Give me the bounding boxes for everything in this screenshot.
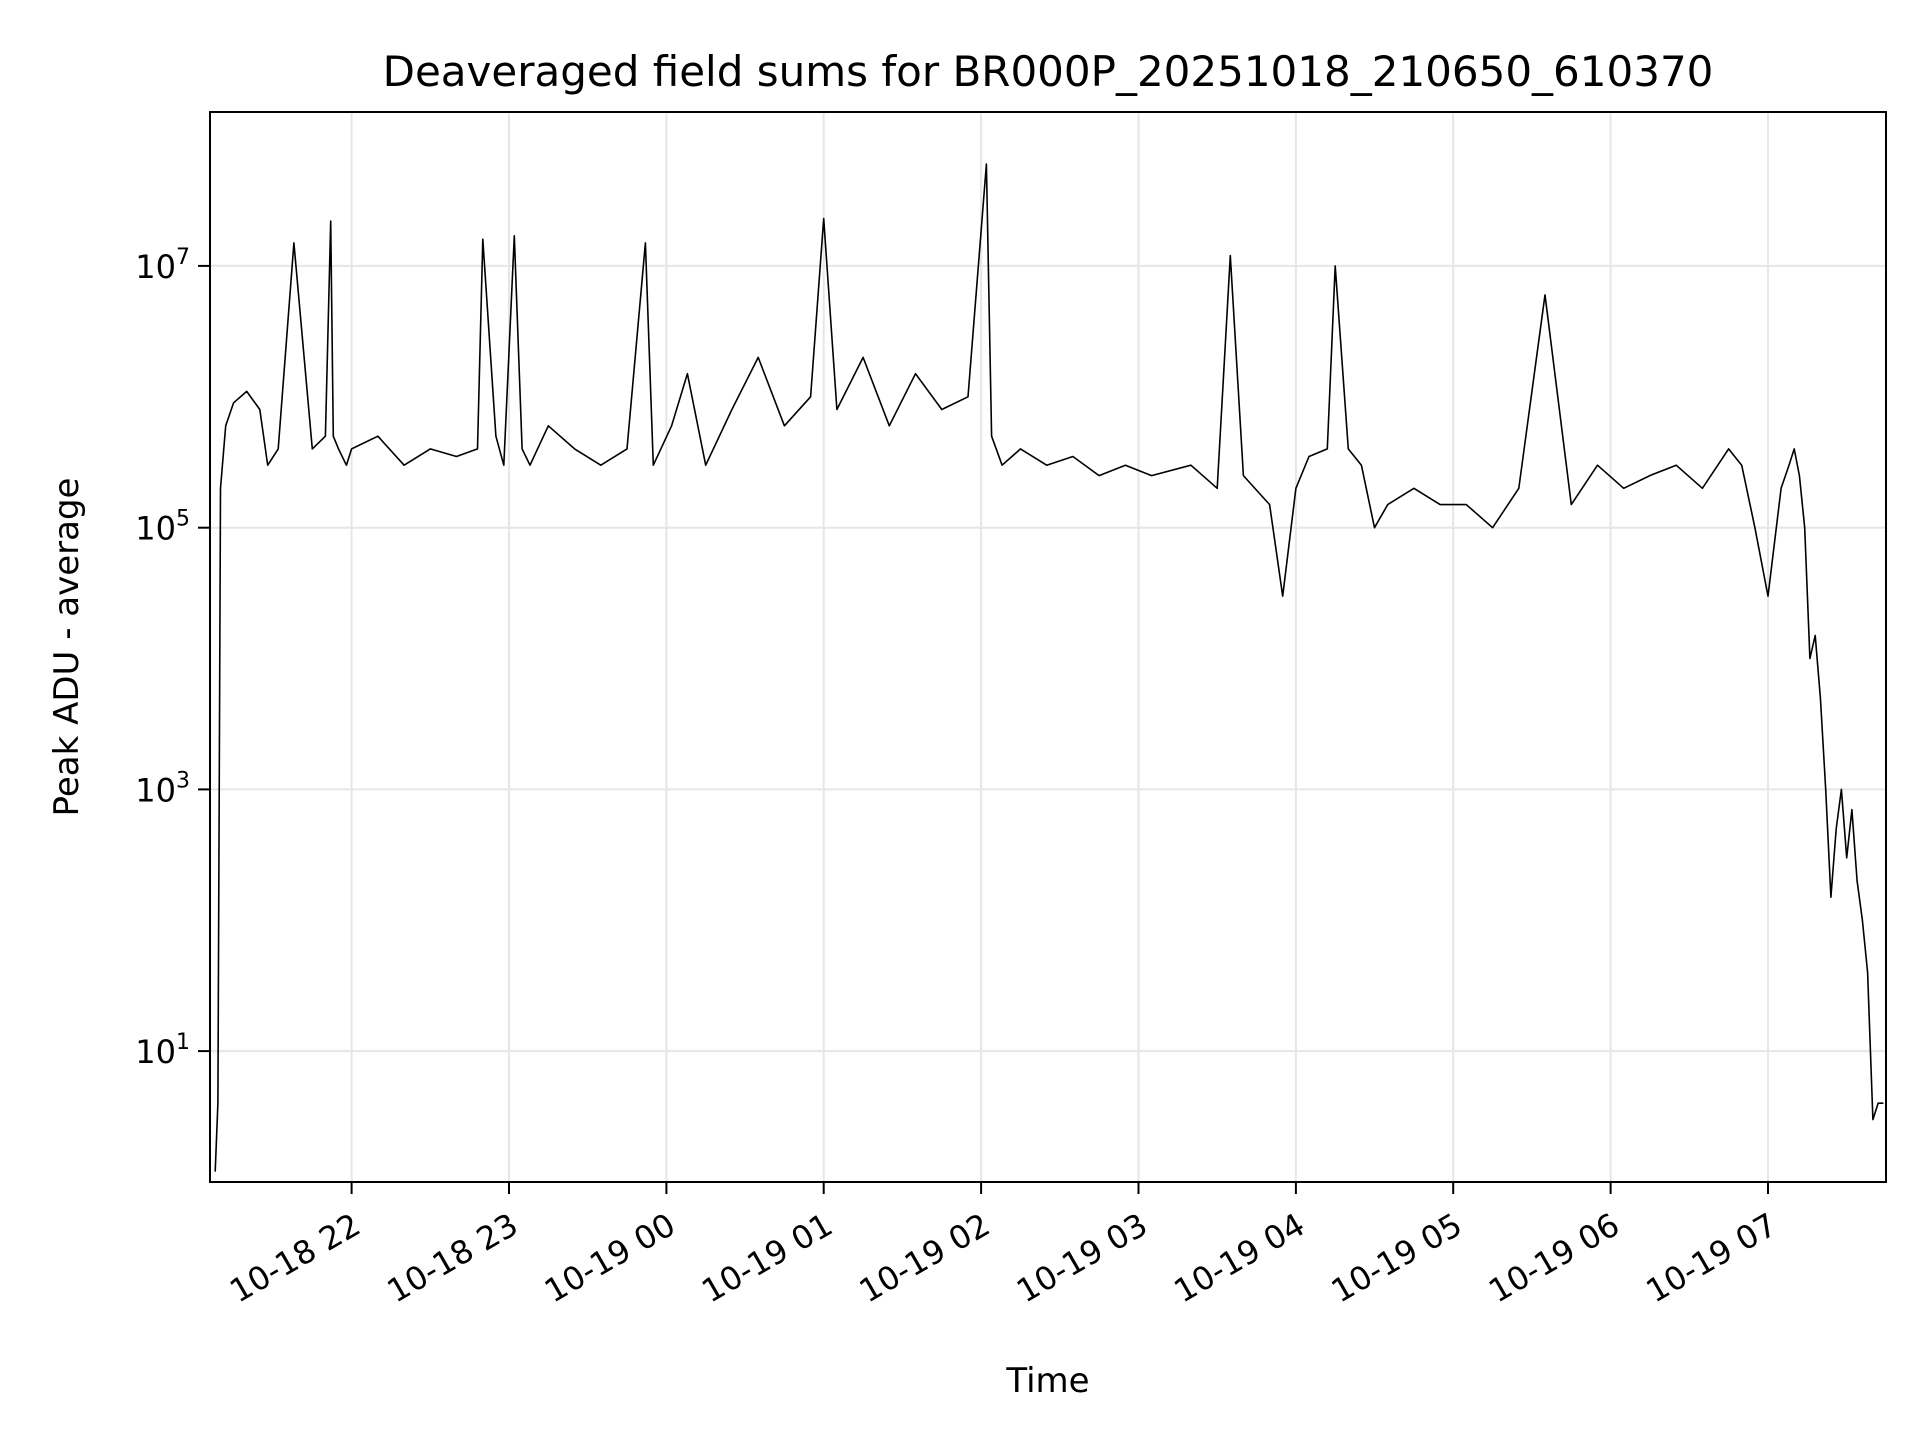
y-axis-label: Peak ADU - average xyxy=(47,478,87,817)
plot-frame xyxy=(209,111,1887,1183)
series-layer xyxy=(214,163,1884,1172)
y-tick-exponent: 3 xyxy=(176,768,190,793)
y-tick-label: 105 xyxy=(135,507,190,548)
y-tick-base: 10 xyxy=(135,248,176,286)
y-tick-base: 10 xyxy=(135,771,176,809)
y-tick-exponent: 1 xyxy=(176,1030,190,1055)
y-tick-base: 10 xyxy=(135,1033,176,1071)
y-tick-base: 10 xyxy=(135,510,176,548)
chart-title: Deaveraged field sums for BR000P_2025101… xyxy=(383,47,1714,96)
y-tick-label: 103 xyxy=(135,768,190,809)
series-line xyxy=(214,163,1884,1172)
grid xyxy=(210,112,1886,1182)
x-axis-label: Time xyxy=(1005,1361,1089,1401)
y-tick-label: 101 xyxy=(135,1030,190,1071)
y-tick-exponent: 7 xyxy=(176,245,190,270)
y-tick-label: 107 xyxy=(135,245,190,286)
y-tick-exponent: 5 xyxy=(176,507,190,532)
